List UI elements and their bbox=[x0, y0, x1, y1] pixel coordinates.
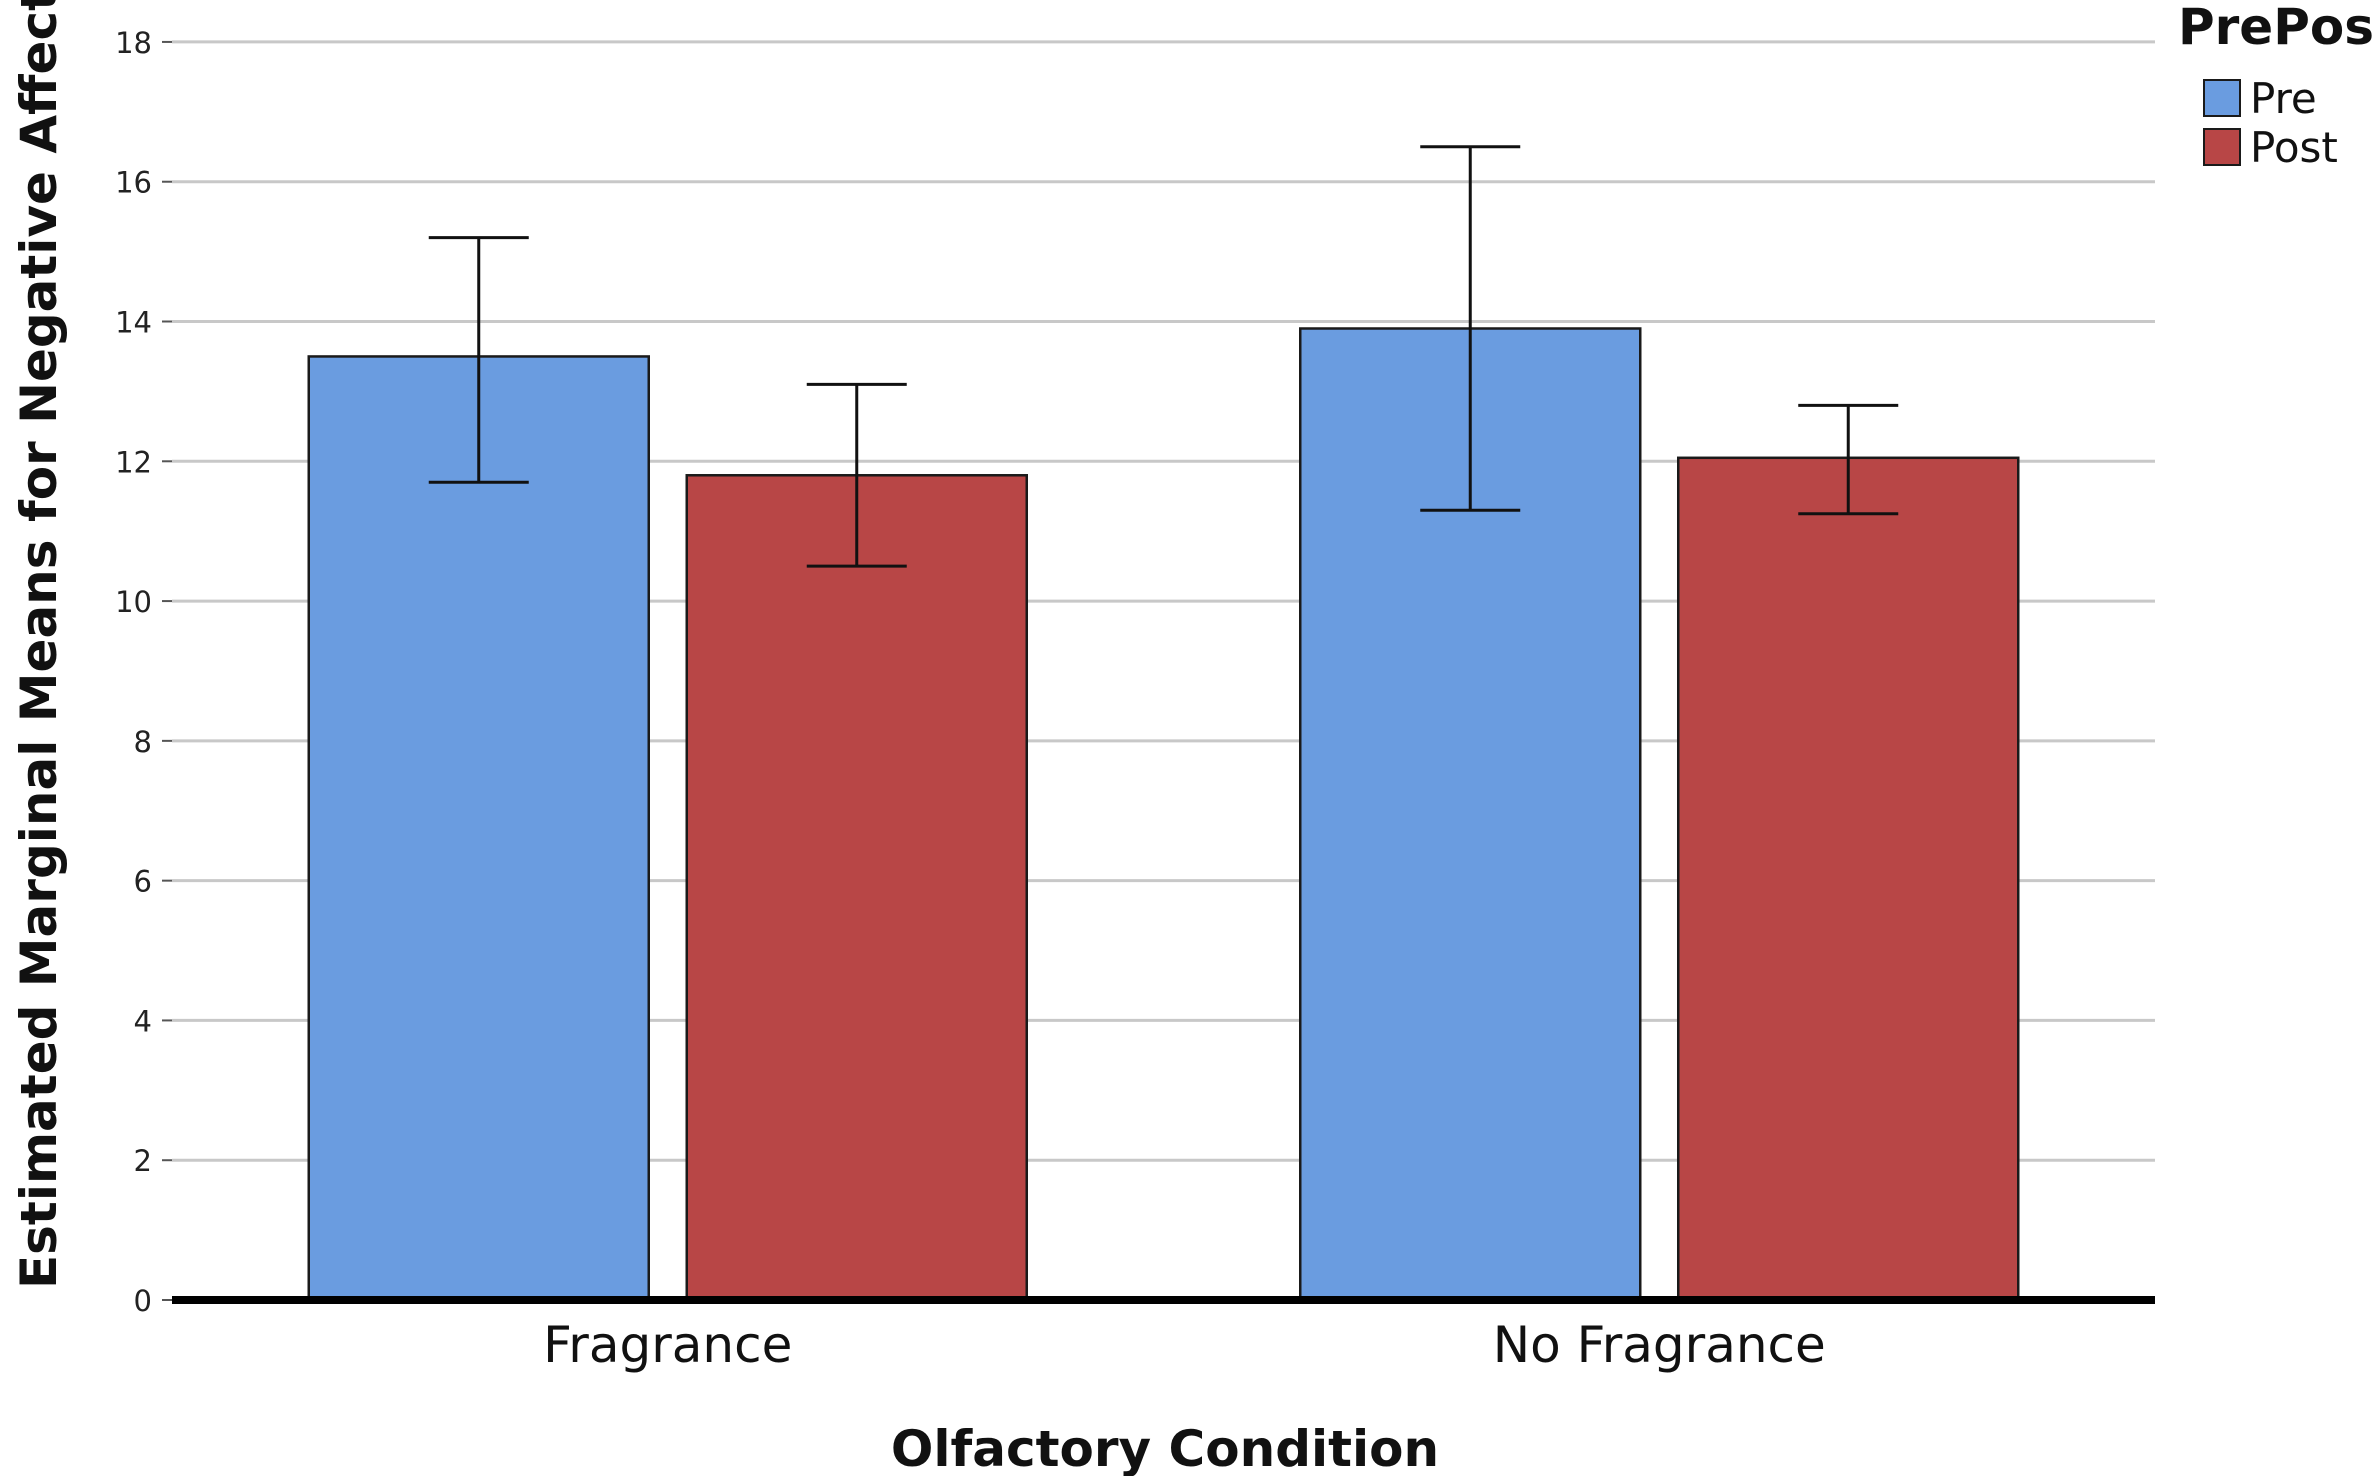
bars bbox=[307, 327, 2020, 1302]
error-bar bbox=[428, 236, 529, 484]
y-tick-label: 2 bbox=[134, 1144, 152, 1178]
legend-label: Pre bbox=[2250, 74, 2317, 123]
legend-swatch bbox=[2203, 128, 2241, 166]
y-tick-label: 4 bbox=[134, 1004, 152, 1038]
error-bar bbox=[1798, 403, 1899, 516]
bar-pre-fragrance bbox=[307, 355, 650, 1302]
y-tick-label: 14 bbox=[115, 306, 152, 340]
y-tick-label: 12 bbox=[115, 445, 152, 479]
y-axis-title: Estimated Marginal Means for Negative Af… bbox=[10, 0, 68, 1289]
x-tick-label: No Fragrance bbox=[1493, 1316, 1826, 1374]
y-axis-ticks: 0 2 4 6 8 10 12 14 16 18 bbox=[115, 26, 172, 1318]
y-tick-label: 18 bbox=[115, 26, 152, 60]
legend-item: Pre bbox=[2203, 74, 2317, 123]
legend-item: Post bbox=[2203, 123, 2338, 172]
error-bar bbox=[806, 382, 907, 568]
x-axis-title: Olfactory Condition bbox=[891, 1420, 1439, 1476]
y-tick-label: 6 bbox=[134, 865, 152, 899]
error-bars bbox=[428, 145, 1899, 568]
x-tick-label: Fragrance bbox=[543, 1316, 792, 1374]
bar-post-no-fragrance bbox=[1677, 456, 2020, 1302]
y-tick-label: 0 bbox=[134, 1284, 152, 1318]
legend-swatch bbox=[2203, 79, 2241, 117]
bar-post-fragrance bbox=[685, 474, 1028, 1302]
error-bar bbox=[1420, 145, 1521, 512]
legend-label: Post bbox=[2250, 123, 2338, 172]
y-tick-label: 10 bbox=[115, 585, 152, 619]
x-axis-ticks: Fragrance No Fragrance bbox=[543, 1316, 1826, 1374]
y-tick-label: 16 bbox=[115, 166, 152, 200]
y-tick-label: 8 bbox=[134, 725, 152, 759]
